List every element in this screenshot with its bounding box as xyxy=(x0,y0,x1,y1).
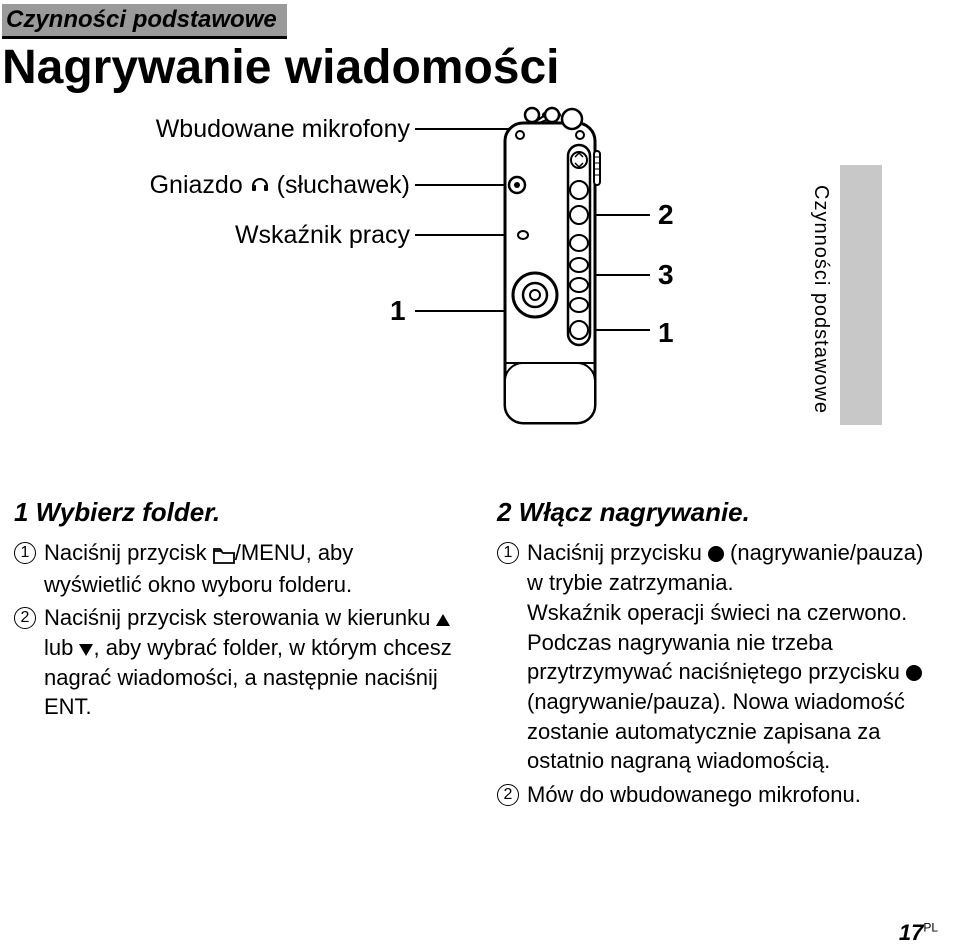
callout-right-3: 3 xyxy=(658,259,674,291)
folder-icon xyxy=(213,540,235,570)
circled-number: 1 xyxy=(497,542,519,564)
record-dot-icon xyxy=(906,665,922,681)
step1b-text: Naciśnij przycisk sterowania w kierunku … xyxy=(44,603,457,722)
circled-number: 1 xyxy=(14,542,36,564)
step2-head: 2 Włącz nagrywanie. xyxy=(497,495,940,530)
record-dot-icon xyxy=(708,546,724,562)
instruction-columns: 1 Wybierz folder. 1 Naciśnij przycisk /M… xyxy=(0,495,960,813)
step1-head: 1 Wybierz folder. xyxy=(14,495,457,530)
callout-right-2: 2 xyxy=(658,199,674,231)
device-illustration xyxy=(490,105,620,445)
circled-number: 2 xyxy=(14,607,36,629)
page-title: Nagrywanie wiadomości xyxy=(2,43,960,93)
side-tab xyxy=(840,165,882,425)
step1b: 2 Naciśnij przycisk sterowania w kierunk… xyxy=(14,603,457,722)
section-tag: Czynności podstawowe xyxy=(2,4,287,39)
page-number: 17PL xyxy=(899,920,938,946)
step2a-text: Naciśnij przycisku (nagrywanie/pauza) w … xyxy=(527,538,940,776)
step2b-text: Mów do wbudowanego mikrofonu. xyxy=(527,780,940,810)
step2a: 1 Naciśnij przycisku (nagrywanie/pauza) … xyxy=(497,538,940,776)
step1a: 1 Naciśnij przycisk /MENU, aby wyświetli… xyxy=(14,538,457,599)
side-tab-label: Czynności podstawowe xyxy=(809,185,832,414)
leader-lines xyxy=(0,105,760,455)
column-1: 1 Wybierz folder. 1 Naciśnij przycisk /M… xyxy=(14,495,457,813)
device-diagram: Wbudowane mikrofony Gniazdo (słuchawek) … xyxy=(0,105,900,455)
step1a-text: Naciśnij przycisk /MENU, aby wyświetlić … xyxy=(44,538,457,599)
circled-number: 2 xyxy=(497,784,519,806)
callout-right-1: 1 xyxy=(658,317,674,349)
triangle-up-icon xyxy=(436,614,450,626)
step2b: 2 Mów do wbudowanego mikrofonu. xyxy=(497,780,940,810)
triangle-down-icon xyxy=(79,644,93,656)
column-2: 2 Włącz nagrywanie. 1 Naciśnij przycisku… xyxy=(497,495,940,813)
